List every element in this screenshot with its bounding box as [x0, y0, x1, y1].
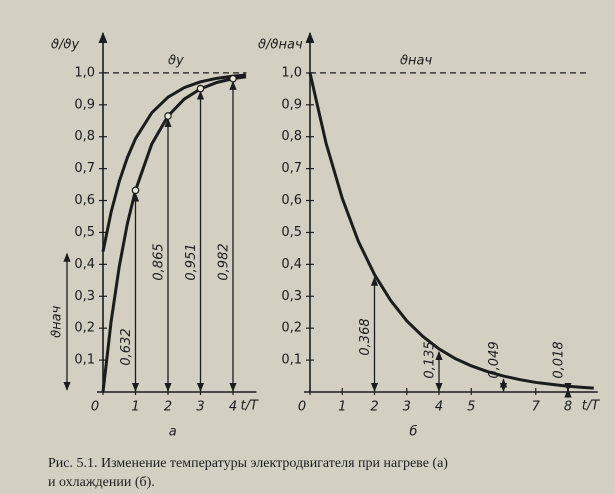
- y-tick-label: 0,3: [74, 289, 95, 304]
- annotation-label: 0,951: [184, 243, 199, 280]
- annotation-point: [196, 84, 205, 93]
- y-tick-label: 0,4: [281, 257, 302, 272]
- x-axis-label: t/T: [241, 399, 259, 414]
- y-tick-label: 1,0: [74, 65, 95, 80]
- annotation-label: 0,018: [552, 341, 567, 378]
- x-tick-label: 5: [467, 400, 475, 415]
- annotation-label: 0,982: [217, 243, 232, 280]
- x-tick-label: 1: [338, 400, 346, 415]
- x-tick-label: 1: [131, 400, 139, 415]
- y-tick-label: 0,9: [74, 97, 95, 112]
- y-tick-label: 0,1: [74, 353, 95, 368]
- annotation-label: 0,632: [119, 328, 134, 365]
- y-tick-label: 0,4: [74, 257, 95, 272]
- y-tick-label: 1,0: [281, 65, 302, 80]
- y-tick-label: 0,6: [74, 193, 95, 208]
- x-tick-label: 8: [564, 400, 572, 415]
- x-tick-label: 4: [435, 400, 443, 415]
- panel-label: б: [409, 425, 417, 440]
- y-tick-label: 0,7: [74, 161, 95, 176]
- x-tick-label: 3: [196, 400, 204, 415]
- annotation-point: [131, 186, 140, 195]
- panel-label: а: [169, 425, 177, 440]
- x-tick-label: 7: [532, 400, 541, 415]
- caption-line: и охлаждении (б).: [48, 475, 155, 490]
- y-tick-label: 0,8: [74, 129, 95, 144]
- x-tick-label: 2: [370, 400, 378, 415]
- y-axis-label: ϑ/ϑу: [51, 38, 79, 53]
- curve: [101, 75, 247, 393]
- y-tick-label: 0,7: [281, 161, 302, 176]
- reference-label: ϑу: [168, 53, 184, 68]
- x-tick-label: 0: [298, 400, 306, 415]
- x-tick-label: 4: [229, 400, 237, 415]
- annotation-label: 0,865: [152, 243, 167, 280]
- curve: [308, 72, 594, 390]
- y-tick-label: 0,9: [281, 97, 302, 112]
- x-tick-label: 0: [91, 400, 99, 415]
- y-axis-label: ϑ/ϑнач: [258, 38, 303, 53]
- caption-line: Рис. 5.1. Изменение температуры электрод…: [48, 456, 448, 471]
- y-tick-label: 0,3: [281, 289, 302, 304]
- y-tick-label: 0,2: [281, 321, 302, 336]
- y-tick-label: 0,5: [281, 225, 302, 240]
- y-tick-label: 0,1: [281, 353, 302, 368]
- x-tick-label: 3: [403, 400, 411, 415]
- initial-label: ϑнач: [50, 305, 65, 338]
- x-tick-label: 2: [164, 400, 172, 415]
- x-axis-label: t/T: [582, 399, 600, 414]
- y-tick-label: 0,2: [74, 321, 95, 336]
- curve: [101, 73, 247, 252]
- y-tick-label: 0,6: [281, 193, 302, 208]
- reference-label: ϑнач: [400, 53, 433, 68]
- y-tick-label: 0,8: [281, 129, 302, 144]
- annotation-label: 0,135: [423, 341, 438, 378]
- annotation-point: [164, 112, 172, 120]
- annotation-label: 0,049: [487, 341, 502, 378]
- y-tick-label: 0,5: [74, 225, 95, 240]
- annotation-point: [229, 74, 237, 83]
- annotation-label: 0,368: [358, 318, 373, 355]
